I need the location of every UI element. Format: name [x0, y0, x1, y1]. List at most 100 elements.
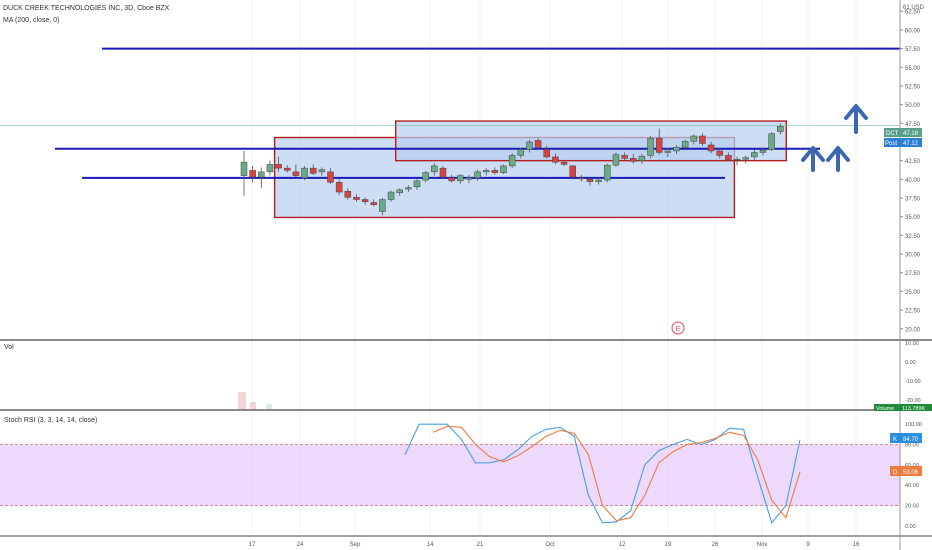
k-badge-value: 84.70 [903, 437, 919, 443]
post-price-badge: 47.12 [903, 141, 919, 147]
candle-body [266, 164, 274, 173]
d-badge-label-bg [890, 466, 900, 476]
stoch-tick-label: 40.00 [905, 483, 919, 489]
candle-body [681, 140, 689, 148]
dct-price-badge: 47.18 [903, 131, 919, 137]
candlestick-series [240, 123, 784, 216]
candle-body [604, 164, 611, 181]
volume-badge-label-bg [874, 404, 900, 411]
time-axis[interactable]: 17 24 Sep 14 21 Oct 12 19 26 Nov 9 16 [249, 542, 860, 548]
candle-body [595, 179, 602, 182]
price-tick-label: 55.00 [905, 66, 921, 72]
candle-body [301, 167, 308, 179]
k-badge-label: K [893, 437, 897, 443]
candle-body [526, 141, 533, 150]
candle-body [707, 144, 715, 152]
post-price-badge-bg [900, 138, 922, 147]
candle-body [482, 170, 490, 173]
stoch-tick-label: 0.00 [905, 524, 916, 530]
price-tick-label: 32.50 [905, 234, 921, 240]
volume-badge-value: 113.789K [902, 406, 925, 412]
candle-body [275, 164, 282, 169]
stoch-axis[interactable]: 100.00 80.00 60.00 40.00 20.00 0.00 [905, 422, 922, 530]
price-tick-label: 60.00 [905, 28, 921, 34]
candle-body [569, 165, 576, 178]
earnings-marker-label: E [676, 326, 681, 333]
candle-body [534, 140, 542, 148]
volume-tick-label: 10.00 [905, 341, 919, 347]
candle-body [500, 165, 507, 173]
time-tick-label: 9 [806, 542, 810, 548]
price-axis-background [900, 0, 932, 550]
candle-body [327, 171, 334, 183]
volume-legend[interactable]: Vol [4, 344, 14, 351]
price-tick-label: 62.50 [905, 10, 921, 16]
volume-axis[interactable]: 10.00 0.00 -10.00 -20.00 [905, 341, 921, 404]
candle-body [240, 161, 248, 176]
candle-body [284, 167, 291, 171]
volume-tick-label: 0.00 [905, 360, 916, 366]
stoch-legend[interactable]: Stoch RSI (3, 3, 14, 14, close) [4, 417, 97, 424]
candle-body [309, 167, 317, 174]
time-tick-label: 26 [712, 542, 719, 548]
candle-body [491, 170, 499, 173]
candle-body [655, 137, 663, 153]
candle-body [465, 177, 473, 180]
earnings-marker-icon[interactable] [671, 321, 685, 335]
candle-body [768, 133, 775, 150]
stoch-tick-label: 100.00 [905, 422, 922, 428]
candle-body [318, 169, 326, 173]
level-lines[interactable] [0, 47, 900, 179]
candle-body [586, 179, 594, 182]
arrows[interactable] [801, 104, 868, 172]
candle-body [439, 167, 447, 178]
candle-body [379, 199, 386, 212]
price-tick-label: 30.00 [905, 253, 921, 259]
price-axis[interactable]: 62.5060.0057.5055.0052.5050.0047.5045.00… [900, 10, 921, 334]
candle-body [647, 137, 654, 156]
dct-badge-label-bg [884, 128, 900, 137]
candle-body [361, 199, 369, 203]
candle-body [292, 171, 300, 176]
candle-body [422, 172, 429, 181]
time-tick-label: 19 [665, 542, 672, 548]
price-tick-label: 57.50 [905, 47, 921, 53]
time-tick-label: 14 [427, 542, 434, 548]
dct-price-badge-bg [900, 128, 922, 137]
candle-body [560, 161, 568, 165]
time-tick-label: 17 [249, 542, 256, 548]
candle-body [249, 170, 256, 178]
d-badge-label: D [893, 470, 898, 476]
price-tick-label: 35.00 [905, 215, 921, 221]
d-badge-value: 53.06 [903, 470, 919, 476]
candle-body [431, 165, 438, 173]
volume-tick-label: -20.00 [905, 398, 921, 404]
ma-legend[interactable]: MA (200, close, 0) [3, 17, 59, 24]
stoch-tick-label: 20.00 [905, 504, 919, 510]
symbol-title[interactable]: DUCK CREEK TECHNOLOGIES INC, 3D, Cboe BZ… [3, 5, 170, 12]
candle-body [673, 146, 680, 152]
time-tick-label: 24 [297, 542, 304, 548]
candle-body [621, 155, 628, 159]
candle-body [725, 155, 732, 161]
candle-body [508, 155, 516, 167]
candle-body [742, 157, 749, 160]
price-tick-label: 27.50 [905, 271, 921, 277]
post-badge-label: Post [885, 141, 897, 147]
time-tick-label: 21 [477, 542, 484, 548]
stoch-overbought-band [0, 444, 900, 506]
price-tick-label: 52.50 [905, 84, 921, 90]
candle-body [448, 177, 455, 182]
price-tick-label: 25.00 [905, 290, 921, 296]
post-badge-label-bg [884, 138, 900, 147]
volume-tick-label: -10.00 [905, 379, 921, 385]
time-tick-label: Sep [350, 542, 361, 548]
price-tick-label: 40.00 [905, 178, 921, 184]
candle-body [690, 135, 698, 142]
candle-body [258, 171, 265, 178]
volume-bar [266, 404, 272, 409]
k-badge-label-bg [890, 433, 900, 443]
candle-body [699, 135, 706, 144]
price-tick-label: 50.00 [905, 103, 921, 109]
